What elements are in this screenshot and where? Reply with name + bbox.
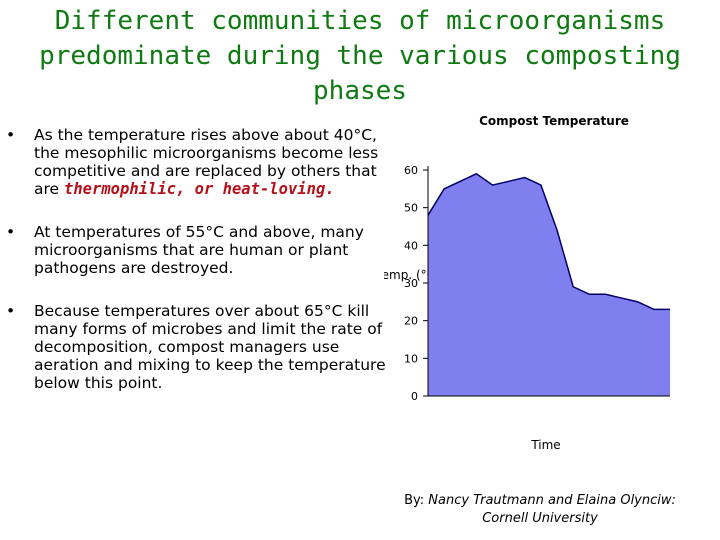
y-tick-label: 60	[404, 164, 418, 177]
y-axis-label: Temp. (°C)	[384, 268, 440, 282]
temperature-area	[428, 173, 670, 396]
credit-names: Nancy Trautmann and Elaina Olynciw:	[428, 493, 676, 508]
y-tick-label: 10	[404, 352, 418, 365]
y-tick-label: 0	[411, 390, 418, 403]
plot-area: 0 10 20 30 40 50 60	[404, 164, 670, 403]
x-axis-label: Time	[530, 438, 560, 452]
bullet-emphasis: thermophilic, or heat-loving	[64, 180, 326, 198]
bullet-marker: •	[6, 126, 16, 144]
chart-title: Compost Temperature	[479, 114, 629, 128]
y-tick-label: 30	[404, 277, 418, 290]
y-tick-label: 20	[404, 315, 418, 328]
bullet-item: • As the temperature rises above about 4…	[6, 126, 394, 198]
credit: By: Nancy Trautmann and Elaina Olynciw: …	[380, 492, 700, 528]
bullet-text: At temperatures of 55°C and above, many …	[34, 223, 364, 277]
bullet-item: • At temperatures of 55°C and above, man…	[6, 223, 394, 277]
compost-temperature-chart: Compost Temperature Temp. (°C) Time 0 10 2…	[384, 114, 670, 452]
bullet-emphasis-period: .	[325, 180, 335, 198]
bullet-list: • As the temperature rises above about 4…	[6, 126, 394, 417]
bullet-text: Because temperatures over about 65°C kil…	[34, 302, 386, 392]
temperature-line	[427, 172, 670, 311]
slide-title: Different communities of microorganisms …	[39, 6, 681, 106]
y-tick-label: 40	[404, 239, 418, 252]
y-tick-label: 50	[404, 202, 418, 215]
bullet-text: As the temperature rises above about 40°…	[34, 126, 379, 198]
bullet-marker: •	[6, 302, 16, 320]
credit-prefix: By:	[404, 493, 429, 508]
bullet-item: • Because temperatures over about 65°C k…	[6, 302, 394, 392]
bullet-marker: •	[6, 223, 16, 241]
credit-affiliation: Cornell University	[482, 511, 598, 526]
